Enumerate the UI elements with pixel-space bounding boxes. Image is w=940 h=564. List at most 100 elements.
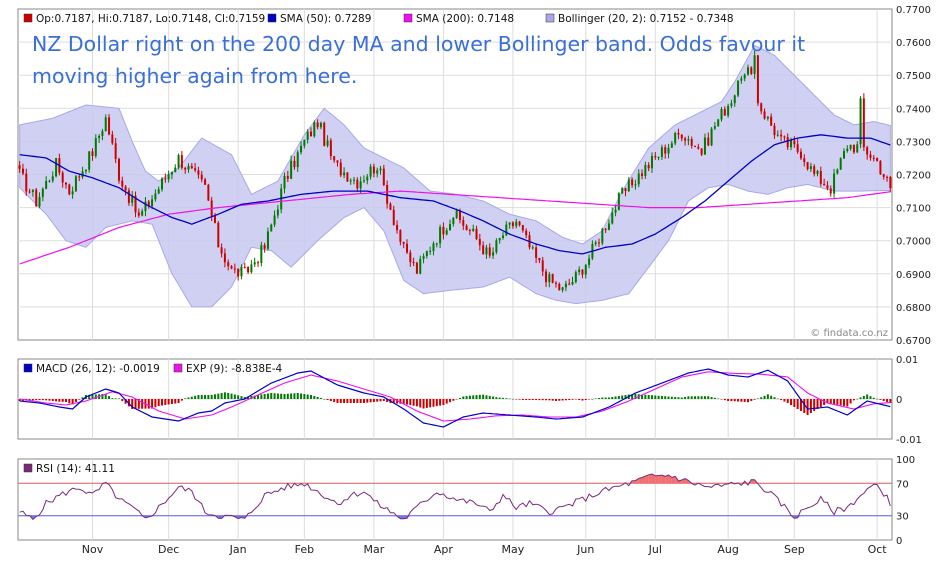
candle-body <box>214 216 216 223</box>
macd-histogram-bar <box>863 396 865 399</box>
macd-histogram-bar <box>601 398 603 400</box>
candle-body <box>376 170 378 173</box>
macd-histogram-bar <box>661 396 663 399</box>
candle-body <box>691 139 693 146</box>
x-tick-label: Apr <box>434 543 454 556</box>
macd-histogram-bar <box>115 398 117 399</box>
candle-body <box>310 132 312 137</box>
candle-body <box>257 262 259 263</box>
candle-body <box>413 262 415 263</box>
macd-histogram-bar <box>274 393 276 399</box>
candle-body <box>767 117 769 119</box>
candle-body <box>297 152 299 167</box>
candle-body <box>840 158 842 169</box>
candle-body <box>681 135 683 139</box>
candle-body <box>373 167 375 174</box>
candle-body <box>45 181 47 189</box>
macd-y-tick-label: 0.01 <box>896 355 918 366</box>
candle-body <box>522 225 524 230</box>
candle-body <box>764 111 766 118</box>
legend-label: RSI (14): 41.11 <box>36 463 115 475</box>
candle-body <box>638 173 640 184</box>
candle-body <box>370 167 372 177</box>
macd-histogram-bar <box>548 399 550 400</box>
macd-histogram-bar <box>476 395 478 399</box>
candle-body <box>780 135 782 137</box>
macd-histogram-bar <box>313 396 315 399</box>
macd-histogram-bar <box>770 396 772 399</box>
macd-histogram-bar <box>280 394 282 399</box>
candle-body <box>674 133 676 143</box>
candle-body <box>466 226 468 230</box>
macd-histogram-bar <box>370 399 372 402</box>
candle-body <box>853 145 855 152</box>
candle-body <box>744 75 746 79</box>
macd-histogram-bar <box>843 399 845 406</box>
macd-histogram-bar <box>691 396 693 399</box>
candle-body <box>714 126 716 128</box>
macd-histogram-bar <box>684 397 686 399</box>
macd-histogram-bar <box>879 399 881 400</box>
candle-body <box>773 126 775 135</box>
macd-histogram-bar <box>260 395 262 400</box>
candle-body <box>161 178 163 189</box>
candle-body <box>274 215 276 224</box>
macd-histogram-bar <box>545 399 547 400</box>
candle-body <box>886 177 888 178</box>
candle-body <box>227 262 229 266</box>
candle-body <box>436 243 438 244</box>
candle-body <box>327 140 329 145</box>
macd-histogram-bar <box>191 397 193 399</box>
macd-histogram-bar <box>462 397 464 400</box>
macd-histogram-bar <box>181 399 183 401</box>
macd-histogram-bar <box>217 394 219 399</box>
candle-body <box>542 260 544 271</box>
macd-histogram-bar <box>75 399 77 402</box>
candle-body <box>62 173 64 183</box>
macd-histogram-bar <box>300 394 302 400</box>
x-tick-label: May <box>502 543 525 556</box>
candle-body <box>264 245 266 249</box>
candle-body <box>267 231 269 248</box>
macd-histogram-bar <box>221 393 223 399</box>
macd-histogram-bar <box>717 399 719 400</box>
candle-body <box>396 225 398 230</box>
candle-body <box>260 245 262 263</box>
macd-histogram-bar <box>58 399 60 402</box>
candle-body <box>830 189 832 194</box>
macd-histogram-bar <box>509 399 511 400</box>
candle-body <box>628 179 630 191</box>
candle-body <box>760 103 762 111</box>
candle-body <box>336 160 338 162</box>
macd-histogram-bar <box>764 396 766 399</box>
macd-histogram-bar <box>704 396 706 399</box>
macd-histogram-bar <box>197 395 199 399</box>
macd-histogram-bar <box>201 395 203 399</box>
macd-histogram-bar <box>485 395 487 399</box>
candle-body <box>668 148 670 154</box>
candle-body <box>300 146 302 152</box>
macd-histogram-bar <box>353 399 355 403</box>
macd-histogram-bar <box>512 399 514 400</box>
macd-histogram-bar <box>459 398 461 399</box>
candle-body <box>611 213 613 224</box>
candle-body <box>568 284 570 285</box>
candle-body <box>601 229 603 243</box>
candle-body <box>654 156 656 157</box>
candle-body <box>525 231 527 236</box>
candle-body <box>240 267 242 276</box>
candle-body <box>608 223 610 229</box>
macd-histogram-bar <box>495 397 497 399</box>
candle-body <box>72 191 74 194</box>
rsi-overbought-fill <box>659 475 662 483</box>
macd-histogram-bar <box>499 398 501 399</box>
candle-body <box>820 171 822 184</box>
candle-body <box>644 165 646 176</box>
macd-histogram-bar <box>194 396 196 399</box>
candle-body <box>734 95 736 103</box>
legend-swatch <box>546 14 554 22</box>
source-label: © findata.co.nz <box>810 328 888 339</box>
candle-body <box>826 185 828 188</box>
macd-histogram-bar <box>568 399 570 400</box>
macd-histogram-bar <box>121 399 123 401</box>
